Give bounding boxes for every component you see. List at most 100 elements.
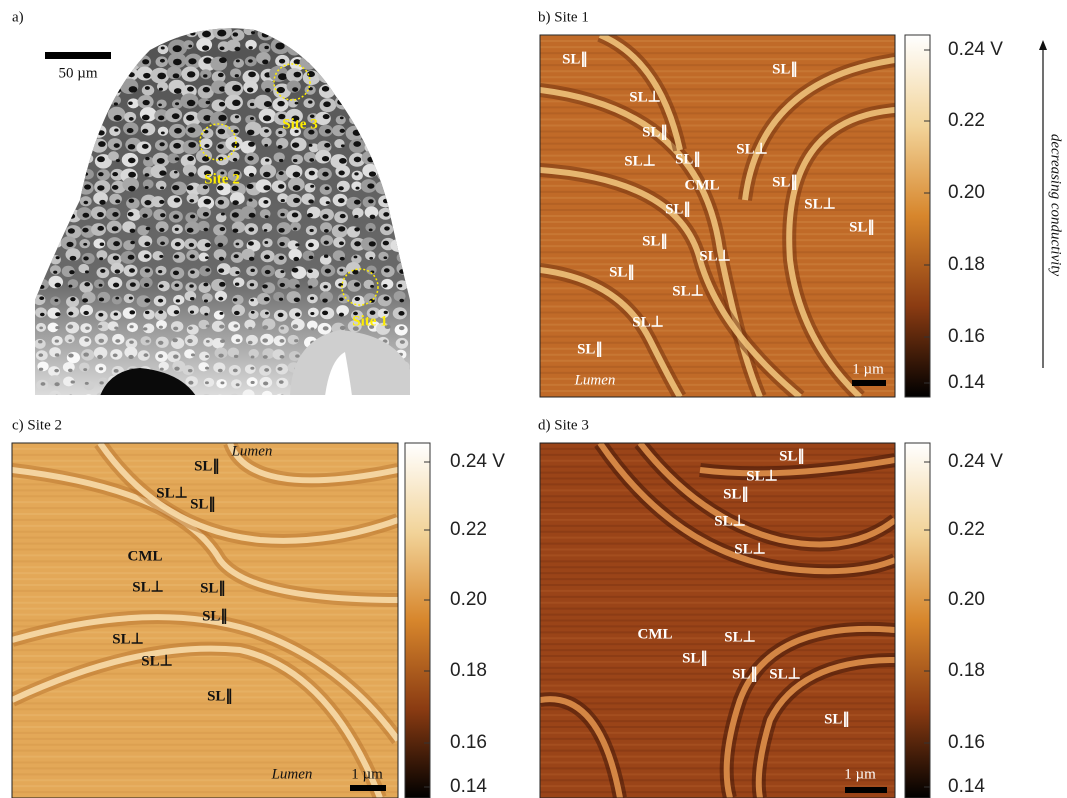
cell-lumen (370, 285, 374, 288)
cell-lumen (187, 228, 194, 233)
annotation: SL⊥ (156, 485, 187, 501)
afm-image (540, 443, 895, 798)
cell-lumen (144, 242, 150, 246)
cell-lumen (161, 47, 165, 50)
cell-lumen (99, 257, 103, 260)
colorbar-tick-label: 0.16 (948, 732, 985, 753)
cell-lumen (55, 142, 61, 147)
cell-lumen (98, 325, 102, 328)
cell (91, 125, 107, 138)
cell-lumen (326, 201, 330, 204)
cell-lumen (355, 297, 360, 301)
cell-lumen (97, 226, 104, 231)
cell-lumen (221, 213, 225, 216)
colorbar-tick-label: 0.24 V (948, 39, 1003, 60)
cell-lumen (98, 31, 107, 38)
cell (124, 37, 141, 52)
cell-lumen (187, 185, 194, 190)
cell-lumen (40, 32, 44, 35)
cell (105, 84, 121, 97)
cell-lumen (113, 256, 119, 261)
cell-lumen (36, 170, 44, 176)
cell-lumen (100, 75, 105, 79)
cell-lumen (114, 396, 119, 400)
cell-lumen (70, 159, 74, 162)
cell-lumen (398, 72, 406, 78)
cell-lumen (263, 200, 268, 204)
cell-lumen (142, 144, 149, 149)
cell-lumen (399, 326, 404, 330)
cell (67, 84, 81, 96)
cell-lumen (308, 243, 314, 247)
cell-lumen (83, 44, 90, 49)
annotation: SL∥ (202, 608, 228, 624)
cell-lumen (310, 312, 314, 315)
cell-lumen (264, 297, 270, 301)
cell-lumen (114, 313, 118, 316)
cell-lumen (236, 339, 240, 342)
cell-lumen (187, 86, 194, 91)
cell-lumen (338, 58, 344, 62)
cell-lumen (400, 159, 406, 163)
cell-lumen (114, 45, 120, 50)
cell-lumen (203, 212, 209, 217)
cell-lumen (115, 297, 119, 300)
cell-lumen (145, 396, 149, 399)
colorbar-tick-label: 0.24 V (450, 451, 505, 472)
cell-lumen (84, 184, 91, 189)
colorbar-tick-label: 0.14 (948, 372, 985, 393)
cell-lumen (247, 87, 253, 92)
cell (32, 83, 45, 94)
cell (233, 277, 244, 287)
cell-lumen (203, 283, 208, 287)
cell-lumen (113, 283, 119, 288)
cell (124, 112, 136, 122)
cell-lumen (308, 285, 312, 288)
cell (185, 26, 198, 37)
cell (200, 394, 212, 405)
cell (65, 334, 75, 343)
cell (188, 305, 199, 315)
cell-lumen (53, 212, 60, 217)
colorbar-tick-label: 0.22 (948, 519, 985, 540)
cell-lumen (38, 212, 44, 216)
cell-lumen (38, 186, 45, 191)
annotation: SL⊥ (132, 579, 163, 595)
cell-lumen (69, 143, 76, 148)
cell (49, 222, 60, 232)
annotation: SL⊥ (629, 89, 660, 105)
cell-lumen (83, 172, 88, 176)
cell-lumen (309, 144, 313, 147)
cell-lumen (398, 284, 402, 287)
cell (141, 123, 156, 135)
cell-lumen (174, 255, 179, 259)
cell-lumen (385, 396, 389, 399)
cell-lumen (68, 214, 75, 219)
cell-lumen (248, 241, 254, 245)
cell-lumen (309, 158, 314, 162)
cell-lumen (277, 101, 284, 107)
cell-lumen (53, 44, 62, 51)
cell-lumen (145, 186, 149, 189)
cell-lumen (370, 31, 374, 34)
cell-lumen (401, 228, 405, 231)
cell-lumen (219, 102, 225, 107)
cell (214, 395, 225, 404)
cell-lumen (186, 115, 194, 121)
cell-lumen (205, 367, 209, 370)
cell-lumen (294, 46, 300, 51)
cell-lumen (128, 59, 137, 66)
cell-lumen (220, 339, 225, 343)
cell-lumen (279, 256, 285, 260)
cell-lumen (353, 141, 361, 147)
cell-lumen (248, 71, 256, 77)
cell-lumen (371, 103, 375, 106)
cell-lumen (68, 339, 72, 342)
cell-lumen (397, 242, 404, 247)
cell-lumen (112, 59, 120, 65)
cell-lumen (129, 396, 134, 400)
cell-lumen (367, 183, 374, 188)
cell-lumen (295, 284, 300, 288)
cell-lumen (55, 326, 59, 329)
cell-lumen (37, 57, 46, 63)
